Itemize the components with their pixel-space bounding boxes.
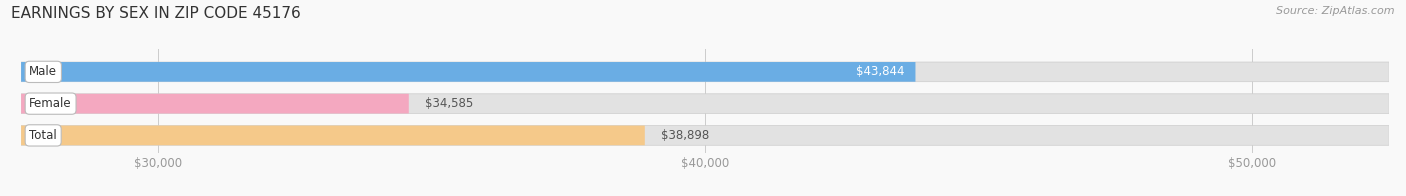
- Text: $43,844: $43,844: [856, 65, 904, 78]
- FancyBboxPatch shape: [21, 126, 645, 145]
- Text: $38,898: $38,898: [661, 129, 710, 142]
- Text: Female: Female: [30, 97, 72, 110]
- Text: Male: Male: [30, 65, 58, 78]
- FancyBboxPatch shape: [21, 94, 1389, 113]
- FancyBboxPatch shape: [21, 126, 1389, 145]
- FancyBboxPatch shape: [21, 94, 409, 113]
- Text: Source: ZipAtlas.com: Source: ZipAtlas.com: [1277, 6, 1395, 16]
- FancyBboxPatch shape: [21, 62, 1389, 82]
- Text: EARNINGS BY SEX IN ZIP CODE 45176: EARNINGS BY SEX IN ZIP CODE 45176: [11, 6, 301, 21]
- Text: Total: Total: [30, 129, 58, 142]
- FancyBboxPatch shape: [21, 62, 915, 82]
- Text: $34,585: $34,585: [425, 97, 474, 110]
